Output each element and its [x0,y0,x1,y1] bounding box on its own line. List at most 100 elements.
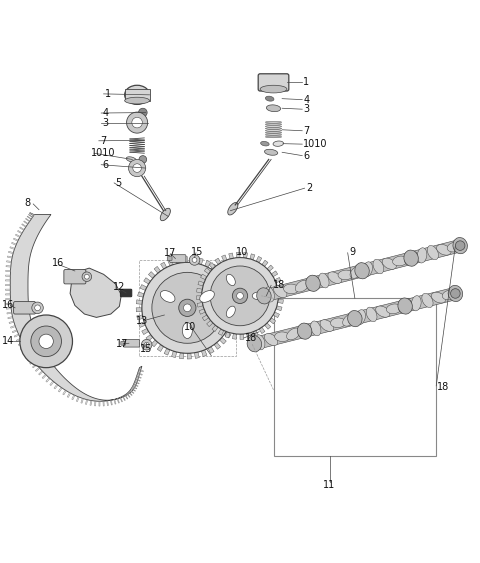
Polygon shape [157,345,164,351]
Ellipse shape [160,291,175,302]
Ellipse shape [320,320,334,332]
Ellipse shape [265,96,274,101]
Polygon shape [175,257,180,263]
Ellipse shape [260,85,287,93]
Ellipse shape [350,266,363,278]
Ellipse shape [398,298,412,314]
FancyBboxPatch shape [120,289,132,297]
FancyBboxPatch shape [258,74,289,91]
FancyBboxPatch shape [121,341,126,345]
Polygon shape [219,337,226,344]
Polygon shape [198,281,204,286]
Text: 18: 18 [245,333,257,343]
Polygon shape [212,325,218,332]
Text: 3: 3 [303,104,309,114]
Text: 1010: 1010 [91,148,115,158]
FancyBboxPatch shape [123,339,140,347]
Text: 1: 1 [105,89,111,99]
Ellipse shape [399,300,411,312]
Ellipse shape [265,136,282,138]
Polygon shape [142,328,149,334]
Circle shape [152,272,223,343]
Polygon shape [197,302,203,307]
Polygon shape [136,300,143,304]
Circle shape [32,302,43,314]
Ellipse shape [308,276,318,291]
Ellipse shape [125,85,150,104]
Circle shape [31,326,61,356]
Ellipse shape [264,287,275,302]
Text: 4: 4 [103,108,109,118]
Polygon shape [183,257,187,262]
Ellipse shape [273,141,284,146]
Ellipse shape [319,273,329,288]
Polygon shape [262,260,268,266]
Polygon shape [204,268,211,274]
Text: 7: 7 [303,126,310,136]
Ellipse shape [298,323,312,339]
Ellipse shape [226,274,235,285]
Ellipse shape [287,328,300,340]
Ellipse shape [266,105,281,111]
Text: 8: 8 [24,198,31,208]
Polygon shape [138,292,144,297]
Ellipse shape [442,290,457,300]
Text: 17: 17 [116,339,128,348]
Polygon shape [137,315,143,320]
Bar [139,260,236,356]
Polygon shape [148,271,155,278]
Ellipse shape [330,318,346,328]
Ellipse shape [386,304,402,314]
Circle shape [183,304,191,312]
Circle shape [456,241,465,251]
Circle shape [133,164,142,172]
Polygon shape [230,319,237,324]
Polygon shape [229,288,236,294]
Polygon shape [253,288,457,350]
Ellipse shape [306,275,320,292]
Ellipse shape [228,203,238,215]
Text: 15: 15 [141,345,153,355]
Polygon shape [232,311,239,316]
Polygon shape [140,284,147,291]
Polygon shape [139,322,145,328]
Circle shape [129,159,146,177]
Text: 4: 4 [303,95,309,105]
Ellipse shape [405,252,418,265]
Ellipse shape [376,306,390,317]
Text: 12: 12 [113,282,126,292]
Polygon shape [201,274,207,280]
Circle shape [192,257,197,262]
Ellipse shape [265,129,282,132]
Polygon shape [278,292,284,296]
Text: 3: 3 [103,118,109,128]
Ellipse shape [247,336,262,352]
Polygon shape [161,262,167,269]
Polygon shape [202,350,207,356]
Ellipse shape [338,270,353,280]
Polygon shape [168,259,173,266]
Circle shape [39,334,53,348]
Polygon shape [277,284,283,289]
Ellipse shape [447,242,462,252]
Polygon shape [211,264,217,271]
Circle shape [144,342,149,347]
Ellipse shape [265,126,282,127]
Polygon shape [224,332,231,338]
Polygon shape [70,268,121,318]
Ellipse shape [125,97,150,104]
Ellipse shape [432,292,446,303]
Circle shape [84,274,89,279]
Ellipse shape [265,121,282,123]
Ellipse shape [200,291,215,302]
Polygon shape [10,215,142,401]
Polygon shape [229,253,233,259]
Ellipse shape [274,285,287,298]
Circle shape [139,108,147,117]
Text: 18: 18 [273,280,285,291]
Text: 2: 2 [306,183,312,193]
FancyBboxPatch shape [125,89,150,101]
Polygon shape [226,281,233,287]
FancyBboxPatch shape [169,254,186,262]
Ellipse shape [411,296,421,311]
